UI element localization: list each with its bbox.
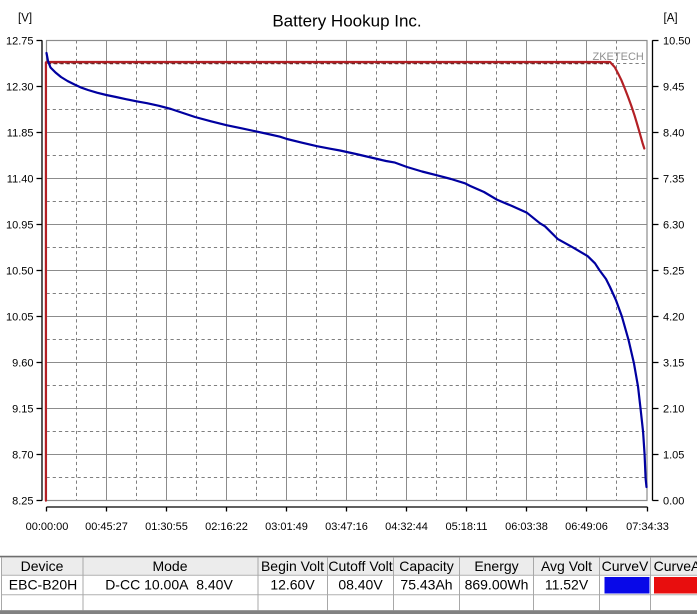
svg-text:Mode: Mode (152, 558, 187, 574)
svg-text:10.50: 10.50 (6, 266, 34, 278)
svg-text:04:32:44: 04:32:44 (385, 521, 428, 533)
svg-text:11.52V: 11.52V (545, 577, 589, 593)
svg-text:12.75: 12.75 (6, 36, 34, 48)
svg-text:03:47:16: 03:47:16 (325, 521, 368, 533)
svg-text:0.00: 0.00 (663, 496, 684, 508)
svg-text:75.43Ah: 75.43Ah (400, 577, 452, 593)
svg-text:CurveA: CurveA (654, 558, 697, 574)
svg-text:00:45:27: 00:45:27 (85, 521, 128, 533)
svg-text:9.60: 9.60 (12, 358, 33, 370)
svg-text:1.05: 1.05 (663, 450, 684, 462)
svg-text:8.25: 8.25 (12, 496, 33, 508)
svg-text:Energy: Energy (474, 558, 518, 574)
svg-text:D-CC 10.00A 8.40V: D-CC 10.00A 8.40V (105, 577, 233, 593)
svg-text:07:34:33: 07:34:33 (626, 521, 669, 533)
svg-text:[V]: [V] (18, 13, 32, 25)
svg-text:Device: Device (21, 558, 64, 574)
svg-text:Avg Volt: Avg Volt (541, 558, 592, 574)
svg-text:5.25: 5.25 (663, 266, 684, 278)
svg-text:02:16:22: 02:16:22 (205, 521, 248, 533)
svg-text:05:18:11: 05:18:11 (445, 521, 487, 533)
svg-text:Capacity: Capacity (399, 558, 453, 574)
svg-text:9.15: 9.15 (12, 404, 33, 416)
svg-text:01:30:55: 01:30:55 (145, 521, 188, 533)
svg-text:8.40: 8.40 (663, 128, 684, 140)
svg-text:12.30: 12.30 (6, 82, 34, 94)
svg-text:[A]: [A] (664, 13, 678, 25)
svg-text:8.70: 8.70 (12, 450, 33, 462)
svg-text:Cutoff Volt: Cutoff Volt (328, 558, 392, 574)
svg-text:ZKETECH: ZKETECH (593, 51, 644, 63)
svg-text:Begin Volt: Begin Volt (261, 558, 324, 574)
svg-text:08.40V: 08.40V (338, 577, 383, 593)
svg-text:00:00:00: 00:00:00 (26, 521, 69, 533)
svg-text:11.40: 11.40 (7, 174, 34, 186)
svg-text:11.85: 11.85 (7, 128, 34, 140)
svg-text:06:03:38: 06:03:38 (505, 521, 548, 533)
svg-text:10.05: 10.05 (6, 312, 34, 324)
svg-text:12.60V: 12.60V (270, 577, 315, 593)
svg-text:9.45: 9.45 (663, 82, 684, 94)
svg-text:EBC-B20H: EBC-B20H (9, 577, 77, 593)
svg-text:4.20: 4.20 (663, 312, 684, 324)
svg-text:10.50: 10.50 (663, 36, 691, 48)
svg-text:7.35: 7.35 (663, 174, 684, 186)
svg-text:Battery Hookup Inc.: Battery Hookup Inc. (272, 12, 421, 31)
svg-text:06:49:06: 06:49:06 (565, 521, 608, 533)
svg-text:CurveV: CurveV (602, 558, 649, 574)
svg-text:869.00Wh: 869.00Wh (465, 577, 529, 593)
svg-text:10.95: 10.95 (6, 220, 34, 232)
svg-text:3.15: 3.15 (663, 358, 684, 370)
svg-text:03:01:49: 03:01:49 (265, 521, 308, 533)
svg-text:6.30: 6.30 (663, 220, 684, 232)
svg-text:2.10: 2.10 (663, 404, 684, 416)
